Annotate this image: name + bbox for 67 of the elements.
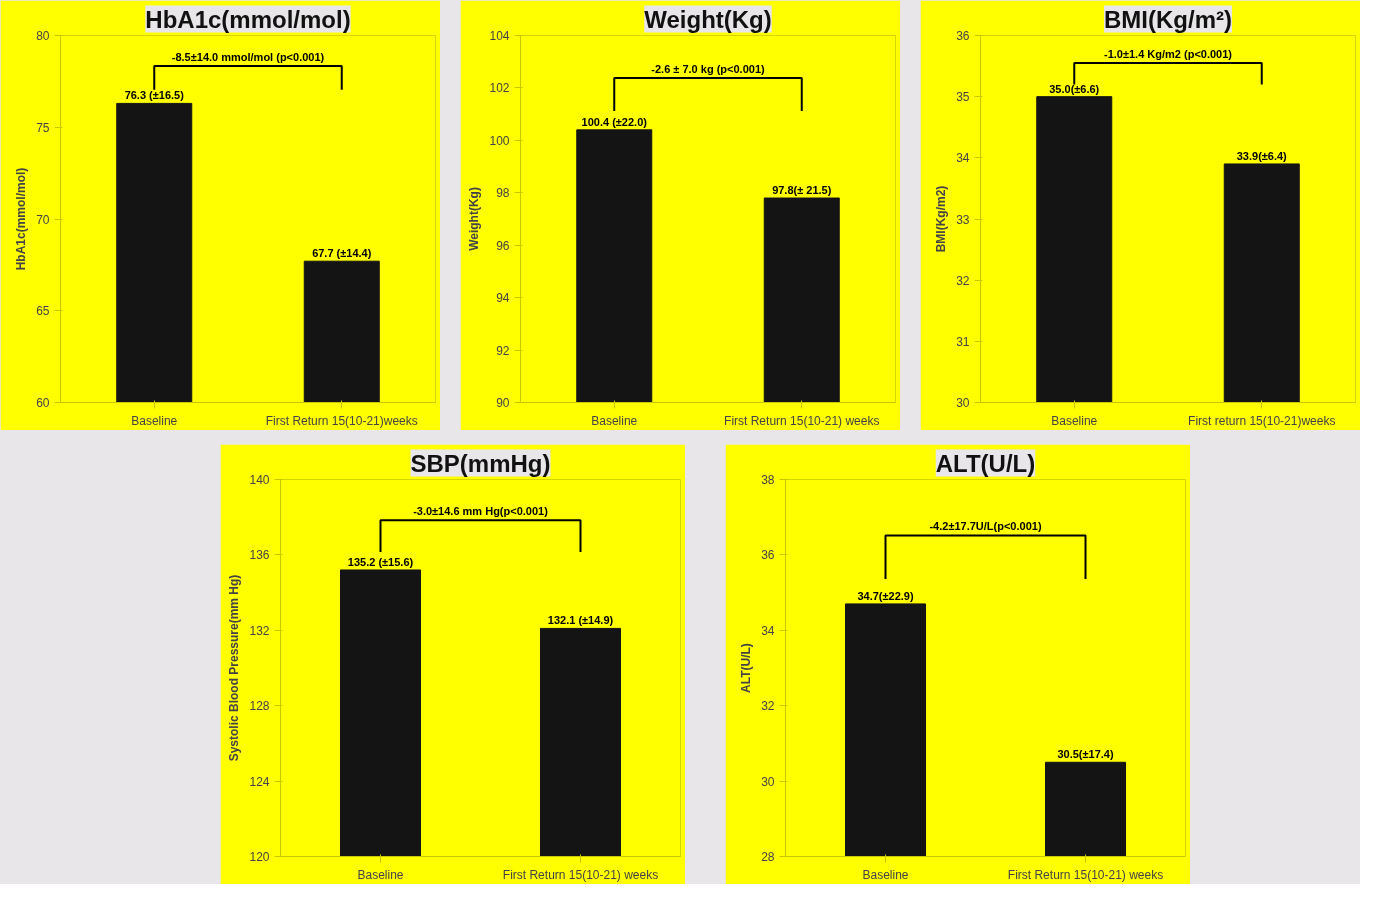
chart-title: Weight(Kg) [644,5,772,33]
x-tick-label: First Return 15(10-21)weeks [265,413,418,428]
y-tick-label: 30 [956,396,970,410]
chart-title: ALT(U/L) [935,449,1036,477]
y-tick-label: 36 [761,548,775,563]
y-tick-label: 32 [956,273,970,288]
y-axis-title: BMI(Kg/m2) [934,185,949,253]
y-tick-label: 120 [249,850,270,864]
y-axis-title: ALT(U/L) [739,643,754,693]
chart-title: SBP(mmHg) [410,449,551,477]
y-tick-label: 60 [36,396,50,410]
y-tick-label: 35 [956,90,970,105]
chart-title: BMI(Kg/m²) [1104,5,1232,33]
data-label: 135.2 (±15.6) [347,555,414,568]
y-tick-label: 65 [36,304,50,319]
y-tick-label: 90 [496,396,510,410]
data-label: 35.0(±6.6) [1049,82,1100,95]
data-label: 33.9(±6.4) [1236,149,1288,162]
y-tick-label: 140 [249,473,270,487]
x-tick-label: First Return 15(10-21) weeks [724,413,880,428]
y-tick-label: 28 [761,850,775,864]
data-label: 97.8(± 21.5) [772,184,832,197]
x-tick-label: Baseline [862,867,909,882]
data-label: 100.4 (±22.0) [581,115,648,128]
y-tick-label: 94 [496,291,510,306]
chart-title: HbA1c(mmol/mol) [145,5,351,33]
annotation: -4.2±17.7U/L(p<0.001) [929,520,1042,533]
y-tick-label: 100 [489,133,510,148]
x-tick-label: First Return 15(10-21) weeks [502,867,659,882]
data-label: 67.7 (±14.4) [312,247,372,260]
y-tick-label: 136 [249,548,270,563]
y-tick-label: 96 [496,238,510,253]
y-tick-label: 32 [761,699,775,714]
y-tick-label: 30 [761,774,775,789]
y-tick-label: 34 [956,151,970,166]
y-tick-label: 33 [956,212,970,227]
y-tick-label: 124 [249,774,270,789]
y-tick-label: 128 [249,699,270,714]
data-label: 76.3 (±16.5) [124,89,185,102]
y-tick-label: 104 [489,29,510,43]
y-tick-label: 31 [956,334,970,349]
y-tick-label: 92 [496,343,510,358]
y-tick-label: 38 [761,473,775,487]
x-tick-label: Baseline [591,413,638,428]
y-tick-label: 98 [496,186,510,201]
y-tick-label: 34 [761,623,775,638]
y-axis-title: Weight(Kg) [467,187,482,251]
x-tick-label: Baseline [1051,413,1098,428]
y-tick-label: 70 [36,212,50,227]
y-tick-label: 102 [489,81,510,96]
y-axis-title: Systolic Blood Pressure(mm Hg) [227,574,242,762]
y-tick-label: 80 [36,29,50,43]
x-tick-label: Baseline [357,867,404,882]
data-label: 30.5(±17.4) [1057,748,1114,761]
y-tick-label: 75 [36,120,50,135]
y-axis-title: HbA1c(mmol/mol) [14,167,29,271]
y-tick-label: 132 [249,623,270,638]
x-tick-label: First return 15(10-21)weeks [1188,413,1336,428]
annotation: -2.6 ± 7.0 kg (p<0.001) [651,62,766,75]
data-label: 132.1 (±14.9) [547,614,614,627]
x-tick-label: Baseline [131,413,178,428]
data-label: 34.7(±22.9) [857,589,914,602]
annotation: -3.0±14.6 mm Hg(p<0.001) [413,505,549,518]
y-tick-label: 36 [956,29,970,43]
annotation: -1.0±1.4 Kg/m2 (p<0.001) [1104,48,1233,61]
annotation: -8.5±14.0 mmol/mol (p<0.001) [171,51,325,64]
x-tick-label: First Return 15(10-21) weeks [1007,867,1164,882]
